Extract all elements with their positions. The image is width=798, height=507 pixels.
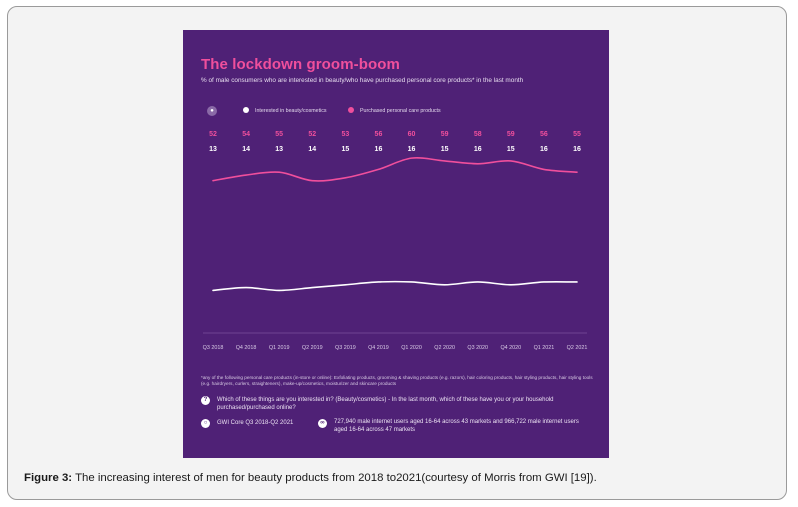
source-icon: ○ [201, 419, 210, 428]
data-label-purchased: 56 [375, 131, 383, 138]
x-tick-label: Q2 2019 [302, 345, 323, 351]
question-text: Which of these things are you interested… [217, 397, 554, 411]
data-label-interested: 16 [573, 146, 581, 153]
footnote: *any of the following personal care prod… [201, 375, 593, 386]
question-row: ? Which of these things are you interest… [201, 396, 597, 416]
data-label-interested: 15 [441, 146, 449, 153]
x-tick-label: Q3 2020 [467, 345, 488, 351]
base-text: 727,940 male internet users aged 16-64 a… [334, 419, 579, 433]
x-tick-label: Q1 2021 [534, 345, 555, 351]
data-label-interested: 13 [209, 146, 217, 153]
legend-dot-white [243, 107, 249, 113]
source-row: ○ GWI Core Q3 2018-Q2 2021 ∞ 727,940 mal… [201, 419, 597, 439]
x-tick-label: Q4 2019 [368, 345, 389, 351]
question-icon: ? [201, 396, 210, 405]
legend-item-purchased: Purchased personal care products [348, 107, 441, 115]
data-label-purchased: 59 [441, 131, 449, 138]
series-line-interested [212, 280, 578, 292]
data-label-purchased: 54 [242, 131, 250, 138]
caption-label: Figure 3: [24, 472, 73, 484]
data-label-interested: 16 [540, 146, 548, 153]
x-tick-label: Q2 2020 [434, 345, 455, 351]
x-tick-label: Q4 2018 [236, 345, 257, 351]
x-tick-label: Q4 2020 [500, 345, 521, 351]
series-line-purchased [212, 157, 578, 182]
data-label-purchased: 56 [540, 131, 548, 138]
data-label-purchased: 58 [474, 131, 482, 138]
legend-label-interested: Interested in beauty/cosmetics [255, 108, 327, 114]
legend-label-purchased: Purchased personal care products [360, 108, 441, 114]
x-tick-label: Q3 2018 [203, 345, 224, 351]
x-tick-label: Q1 2019 [269, 345, 290, 351]
source-text: GWI Core Q3 2018-Q2 2021 [217, 420, 294, 426]
chart-legend: ● Interested in beauty/cosmetics Purchas… [207, 106, 587, 118]
data-label-purchased: 55 [275, 131, 283, 138]
data-label-purchased: 52 [308, 131, 316, 138]
figure-caption: Figure 3: The increasing interest of men… [24, 472, 597, 484]
data-label-interested: 13 [275, 146, 283, 153]
data-label-interested: 16 [375, 146, 383, 153]
data-label-interested: 15 [341, 146, 349, 153]
caption-text: The increasing interest of men for beaut… [72, 472, 597, 484]
data-label-interested: 14 [242, 146, 250, 153]
people-icon: ∞ [318, 419, 327, 428]
x-tick-label: Q3 2019 [335, 345, 356, 351]
data-label-purchased: 60 [408, 131, 416, 138]
line-chart: 52 54 55 52 53 56 60 59 58 59 56 55 13 14 13 14 15 16 16 15… [203, 131, 588, 351]
data-label-interested: 16 [408, 146, 416, 153]
x-tick-label: Q1 2020 [401, 345, 422, 351]
data-label-interested: 14 [308, 146, 316, 153]
lightbulb-icon: ● [207, 106, 217, 116]
data-label-purchased: 52 [209, 131, 217, 138]
infographic: The lockdown groom-boom % of male consum… [183, 30, 609, 458]
chart-title: The lockdown groom-boom [201, 56, 400, 73]
data-label-purchased: 55 [573, 131, 581, 138]
data-label-interested: 15 [507, 146, 515, 153]
x-tick-label: Q2 2021 [567, 345, 588, 351]
legend-item-interested: Interested in beauty/cosmetics [243, 107, 327, 115]
data-label-purchased: 53 [341, 131, 349, 138]
legend-dot-pink [348, 107, 354, 113]
data-label-purchased: 59 [507, 131, 515, 138]
chart-subtitle: % of male consumers who are interested i… [201, 77, 524, 84]
data-label-interested: 16 [474, 146, 482, 153]
